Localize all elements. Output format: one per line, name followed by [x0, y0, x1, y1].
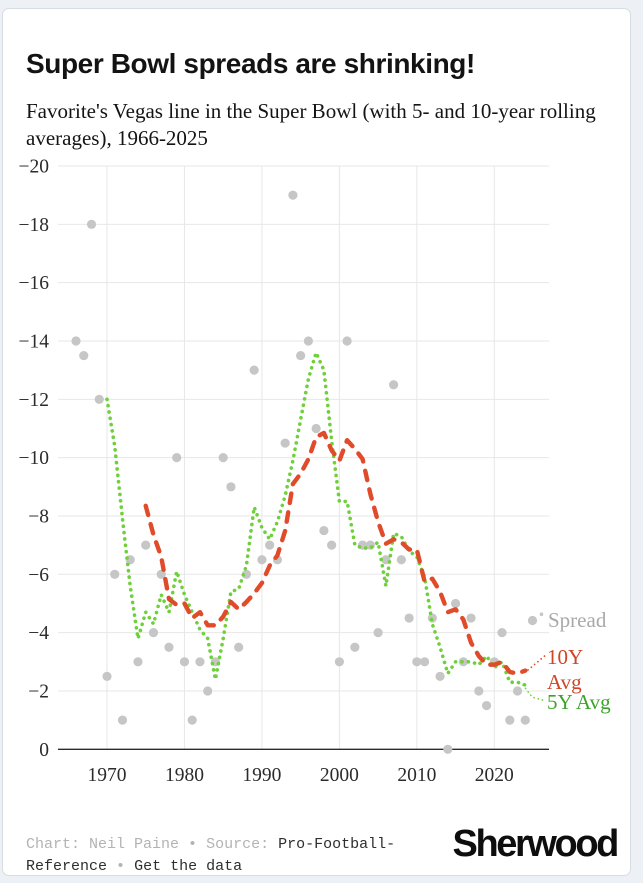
spread-point [412, 657, 422, 667]
spread-point [110, 569, 120, 579]
legend-label-spread: Spread [548, 608, 607, 632]
spread-point [419, 657, 430, 667]
spread-point [450, 598, 461, 609]
legend-label-5y-avg: 5Y Avg [547, 690, 611, 714]
spread-point [505, 715, 515, 725]
spread-point [164, 642, 174, 652]
spread-point [79, 350, 89, 361]
spread-point [303, 336, 313, 346]
spread-point [249, 365, 259, 375]
spread-point [474, 686, 484, 696]
get-the-data-link[interactable]: Get the data [134, 858, 243, 875]
y-tick-label: −4 [28, 623, 49, 644]
spread-point [497, 628, 507, 638]
x-tick-label: 1970 [88, 765, 127, 786]
spread-point [435, 671, 445, 681]
spread-point [350, 642, 360, 652]
spread-point [94, 394, 104, 404]
y-tick-label: −12 [19, 390, 50, 411]
five-year-avg-line [105, 350, 528, 687]
ten-year-leader-line [527, 653, 548, 671]
spread-point [296, 350, 306, 361]
spread-point [195, 657, 205, 667]
spread-point [334, 657, 344, 667]
spread-point [373, 628, 383, 638]
separator-bullet: • [188, 836, 198, 853]
chart-title: Super Bowl spreads are shrinking! [26, 47, 475, 79]
spread-point [71, 336, 81, 346]
spread-legend-dot [527, 615, 538, 626]
y-tick-label: −18 [19, 215, 50, 236]
spread-point [288, 190, 298, 200]
x-tick-label: 2010 [397, 765, 436, 786]
chart-footer: Chart: Neil Paine • Source: Pro-Football… [26, 834, 428, 875]
x-tick-label: 2020 [475, 765, 514, 786]
y-tick-label: −16 [19, 273, 50, 294]
spread-point [133, 657, 143, 667]
spread-scatter-chart: 0 −2 −4 −6 −8 −10 −12 −14 −16 −18 −20 1970 1980 1990 2… [19, 157, 549, 786]
spread-point [280, 438, 290, 448]
spread-point [319, 525, 329, 536]
chart-subtitle: Favorite's Vegas line in the Super Bowl … [26, 99, 596, 150]
y-tick-label: −2 [28, 681, 49, 702]
spread-point [327, 540, 337, 550]
spread-point [172, 453, 182, 463]
x-tick-label: 1990 [242, 765, 281, 786]
spread-point [203, 686, 213, 696]
spread-point [481, 700, 492, 711]
source-name: Pro-Football-Reference [26, 836, 396, 875]
legend-label-10y-avg: 10Y Avg [547, 645, 583, 694]
x-tick-label: 1980 [165, 765, 204, 786]
ten-year-avg-line [143, 430, 528, 676]
spread-point [389, 380, 399, 390]
spread-point [443, 744, 453, 754]
spread-point [257, 555, 267, 565]
spread-point [234, 642, 244, 652]
space [269, 836, 278, 853]
spread-point [218, 453, 228, 463]
y-tick-label: −14 [19, 331, 50, 352]
y-tick-label: −6 [28, 565, 49, 586]
five-year-leader-line [522, 684, 547, 702]
spread-point [265, 540, 275, 550]
x-tick-label: 2000 [320, 765, 359, 786]
sherwood-logo: Sherwood [452, 823, 620, 865]
separator-bullet: • [116, 858, 126, 875]
spread-point [102, 671, 112, 681]
spread-point [512, 686, 523, 696]
spread-point [311, 423, 321, 434]
y-tick-label: 0 [39, 740, 49, 761]
y-tick-label: −10 [19, 448, 50, 469]
spread-point [179, 657, 190, 667]
spread-point [396, 555, 406, 565]
source-label: Source: [206, 836, 270, 853]
spread-point [520, 715, 530, 725]
spread-point [86, 219, 97, 229]
chart-card: 0 −2 −4 −6 −8 −10 −12 −14 −16 −18 −20 1970 1980 1990 2… [2, 8, 631, 876]
spread-point [148, 628, 159, 638]
spread-point [141, 540, 151, 550]
spread-point [342, 336, 352, 346]
y-tick-label: −8 [28, 506, 49, 527]
spread-point [117, 715, 128, 725]
spread-point [466, 613, 476, 623]
spread-point [226, 482, 236, 492]
spread-point [156, 569, 166, 579]
chart-credit: Chart: Neil Paine [26, 836, 180, 853]
spread-leader-dot [539, 612, 544, 616]
y-tick-label: −20 [19, 157, 50, 178]
spread-point [404, 613, 414, 623]
spread-point [241, 569, 252, 579]
spread-point [187, 715, 197, 725]
